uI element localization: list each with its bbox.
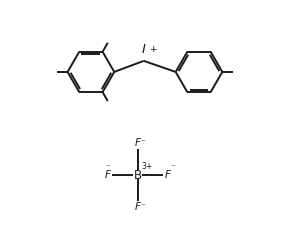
Text: ⁻: ⁻ xyxy=(141,138,145,147)
Text: ⁻: ⁻ xyxy=(170,163,175,172)
Text: B: B xyxy=(134,169,142,182)
Text: +: + xyxy=(149,45,157,54)
Text: F: F xyxy=(135,202,141,212)
Text: F: F xyxy=(165,170,171,180)
Text: F: F xyxy=(105,170,111,180)
Text: ⁻: ⁻ xyxy=(141,202,145,211)
Text: 3+: 3+ xyxy=(142,162,153,171)
Text: I: I xyxy=(142,43,146,57)
Text: ⁻: ⁻ xyxy=(105,163,110,172)
Text: F: F xyxy=(135,138,141,148)
